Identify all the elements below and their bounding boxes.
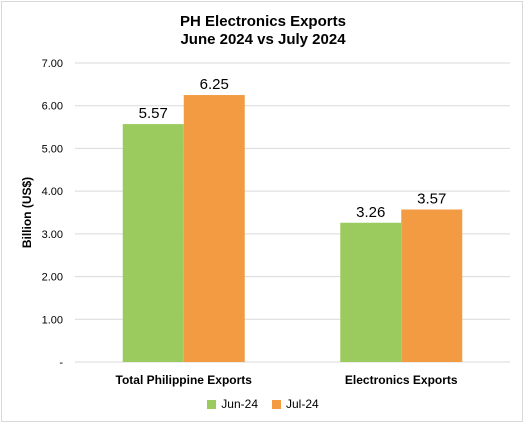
y-tick-label: 3.00	[42, 229, 63, 241]
legend-label-jun: Jun-24	[221, 397, 258, 411]
chart-subtitle: June 2024 vs July 2024	[180, 31, 346, 48]
chart-title: PH Electronics Exports	[180, 13, 346, 30]
x-category-label: Total Philippine Exports	[116, 373, 253, 387]
y-tick-label: 1.00	[42, 314, 63, 326]
bar	[340, 222, 402, 362]
y-tick-label: -	[59, 357, 63, 369]
x-category-label: Electronics Exports	[345, 373, 458, 387]
y-axis-label: Billion (US$)	[20, 177, 34, 248]
data-label: 6.25	[200, 76, 229, 93]
bar	[401, 209, 463, 362]
y-tick-label: 7.00	[42, 58, 63, 70]
y-tick-label: 6.00	[42, 101, 63, 113]
data-label: 3.57	[417, 191, 446, 208]
data-label: 3.26	[356, 204, 385, 221]
legend-swatch-jul	[272, 399, 281, 409]
y-tick-label: 2.00	[42, 272, 63, 284]
legend-item-jul: Jul-24	[272, 397, 319, 411]
y-tick-label: 5.00	[42, 143, 63, 155]
legend-label-jul: Jul-24	[286, 397, 319, 411]
legend: Jun-24 Jul-24	[0, 397, 526, 411]
y-tick-label: 4.00	[42, 186, 63, 198]
data-label: 5.57	[139, 105, 168, 122]
legend-swatch-jun	[207, 399, 217, 409]
bar	[183, 95, 245, 363]
bar	[122, 124, 184, 363]
legend-item-jun: Jun-24	[207, 397, 258, 411]
